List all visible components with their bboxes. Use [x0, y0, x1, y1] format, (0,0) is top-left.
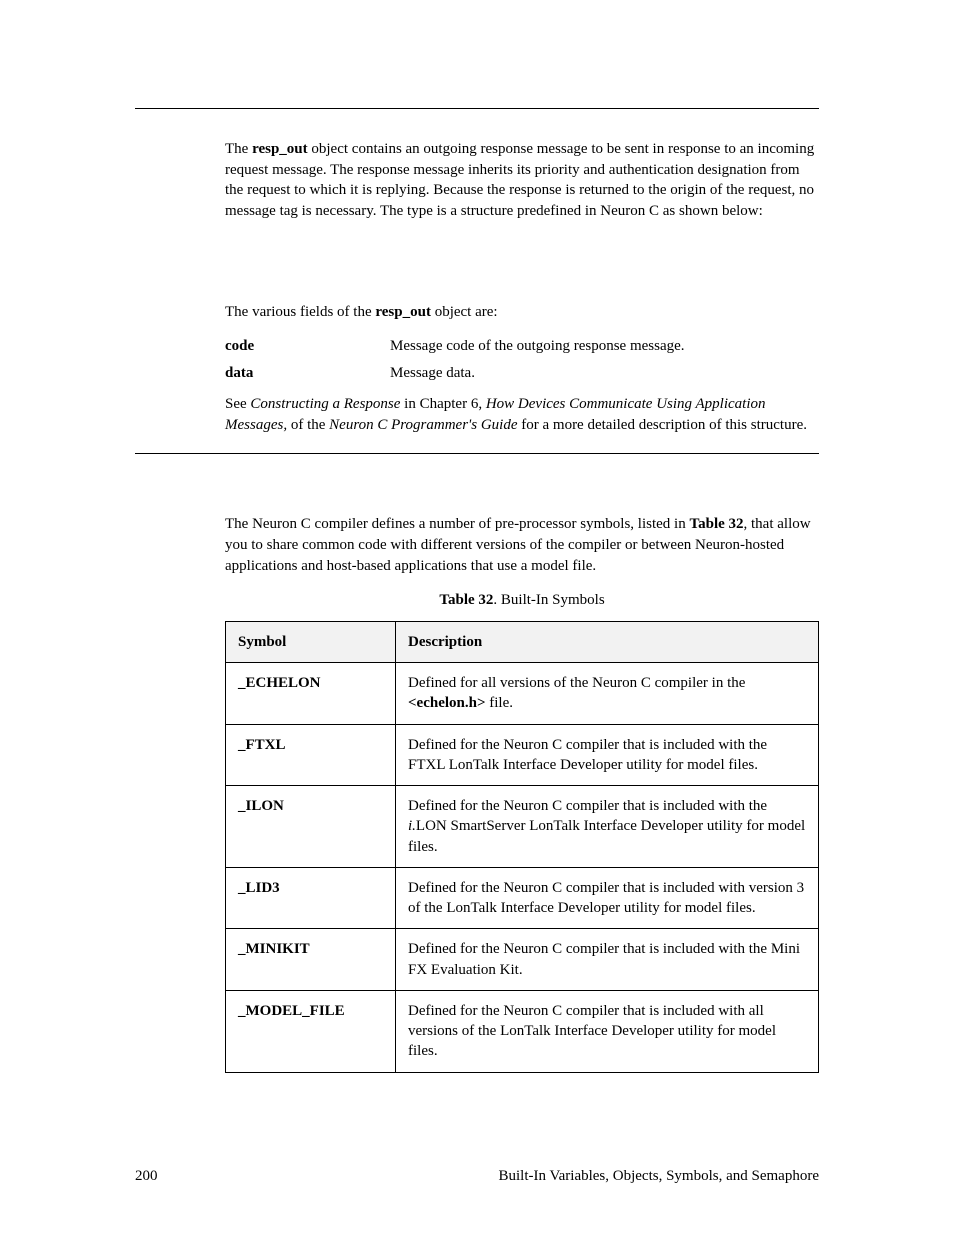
fields-intro: The various fields of the resp_out objec… — [225, 302, 819, 323]
symbols-table: Symbol Description _ECHELONDefined for a… — [225, 621, 819, 1073]
field-row: codeMessage code of the outgoing respons… — [225, 336, 819, 357]
table-header-row: Symbol Description — [226, 621, 819, 662]
section-rule — [135, 453, 819, 454]
symbol-cell: _FTXL — [226, 724, 396, 786]
symbol-cell: _LID3 — [226, 867, 396, 929]
symbol-cell: _MODEL_FILE — [226, 990, 396, 1072]
table-row: _LID3Defined for the Neuron C compiler t… — [226, 867, 819, 929]
table-row: _ECHELONDefined for all versions of the … — [226, 663, 819, 725]
th-symbol: Symbol — [226, 621, 396, 662]
field-label: code — [225, 336, 390, 357]
footer: 200 Built-In Variables, Objects, Symbols… — [135, 1168, 819, 1185]
footer-title: Built-In Variables, Objects, Symbols, an… — [498, 1168, 819, 1185]
field-row: dataMessage data. — [225, 363, 819, 384]
symbol-cell: _MINIKIT — [226, 929, 396, 991]
table-row: _MODEL_FILEDefined for the Neuron C comp… — [226, 990, 819, 1072]
table-caption: Table 32. Built-In Symbols — [225, 590, 819, 611]
intro-paragraph: The resp_out object contains an outgoing… — [225, 139, 819, 222]
desc-cell: Defined for the Neuron C compiler that i… — [396, 867, 819, 929]
symbol-cell: _ECHELON — [226, 663, 396, 725]
field-desc: Message code of the outgoing response me… — [390, 336, 819, 357]
desc-cell: Defined for the Neuron C compiler that i… — [396, 990, 819, 1072]
table-row: _FTXLDefined for the Neuron C compiler t… — [226, 724, 819, 786]
section2-paragraph: The Neuron C compiler defines a number o… — [225, 514, 819, 576]
table-row: _ILONDefined for the Neuron C compiler t… — [226, 786, 819, 868]
table-row: _MINIKITDefined for the Neuron C compile… — [226, 929, 819, 991]
desc-cell: Defined for the Neuron C compiler that i… — [396, 929, 819, 991]
page-number: 200 — [135, 1168, 158, 1185]
see-paragraph: See Constructing a Response in Chapter 6… — [225, 394, 819, 435]
field-label: data — [225, 363, 390, 384]
top-rule — [135, 108, 819, 109]
field-desc: Message data. — [390, 363, 819, 384]
desc-cell: Defined for the Neuron C compiler that i… — [396, 724, 819, 786]
symbol-cell: _ILON — [226, 786, 396, 868]
desc-cell: Defined for all versions of the Neuron C… — [396, 663, 819, 725]
th-description: Description — [396, 621, 819, 662]
desc-cell: Defined for the Neuron C compiler that i… — [396, 786, 819, 868]
field-list: codeMessage code of the outgoing respons… — [225, 336, 819, 383]
